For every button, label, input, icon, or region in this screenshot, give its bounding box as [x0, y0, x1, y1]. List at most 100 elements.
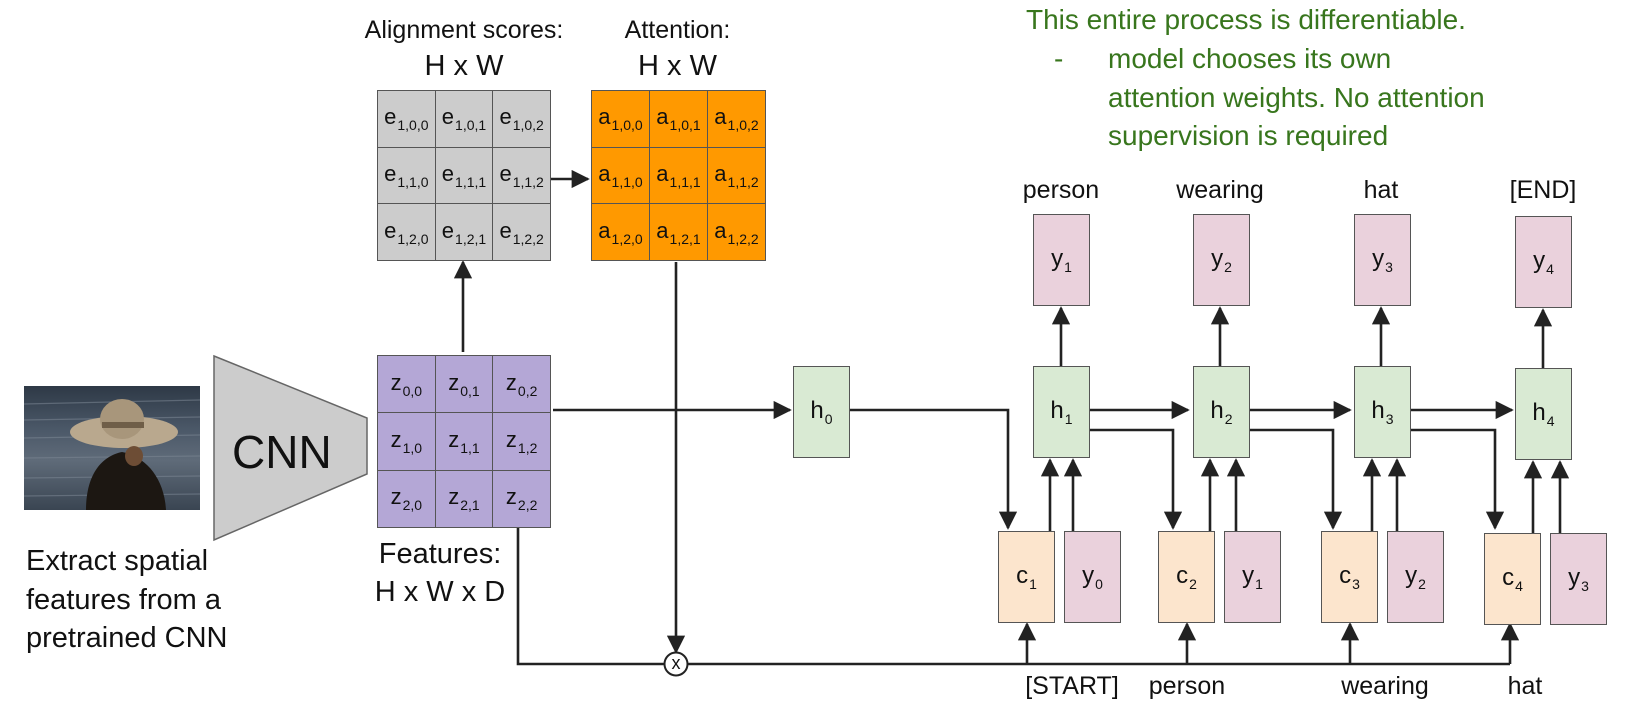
- features-dims: H x W x D: [374, 576, 506, 608]
- h0-label: h0: [810, 397, 833, 427]
- alignment-cell-0-1: e1,0,1: [434, 90, 494, 148]
- output-y-box-4: y4: [1515, 216, 1572, 308]
- attention-cell-1-2-label: a1,1,2: [714, 160, 759, 190]
- features-cell-2-0-label: z2,0: [390, 484, 423, 514]
- context-c-box-4: c4: [1484, 533, 1541, 625]
- features-cell-1-1-label: z1,1: [448, 426, 480, 456]
- attention-cell-2-2: a1,2,2: [707, 203, 766, 261]
- input-word-2: person: [1148, 672, 1226, 700]
- alignment-cell-2-0: e1,2,0: [377, 203, 436, 261]
- features-cell-1-2-label: z1,2: [505, 426, 538, 456]
- features-cell-2-1: z2,1: [434, 469, 494, 528]
- features-cell-0-2: z0,2: [492, 355, 551, 414]
- alignment-cell-1-1: e1,1,1: [434, 146, 494, 205]
- output-y-box-4-label: y4: [1533, 247, 1554, 277]
- alignment-cell-0-0-label: e1,0,0: [384, 104, 429, 134]
- alignment-cell-1-0: e1,1,0: [377, 146, 436, 205]
- note-line-2: attention weights. No attention: [1108, 82, 1485, 113]
- multiply-symbol: x: [671, 653, 681, 673]
- note-bullet: -: [1054, 43, 1064, 74]
- arrow-h3-to-c4: [1410, 428, 1505, 530]
- hidden-h-box-4: h4: [1515, 368, 1572, 460]
- hidden-h-box-4-label: h4: [1532, 399, 1555, 429]
- input-y-box-3-label: y2: [1405, 562, 1426, 592]
- alignment-cell-1-0-label: e1,1,0: [384, 160, 429, 190]
- input-y-box-1: y0: [1064, 531, 1121, 623]
- context-c-box-1-label: c1: [1016, 562, 1037, 592]
- features-grid: z0,0 z0,1 z0,2 z1,0 z1,1 z1,2 z2,0 z2,1 z2,2: [377, 355, 551, 528]
- alignment-cell-0-2: e1,0,2: [492, 90, 551, 148]
- input-y-box-2-label: y1: [1242, 562, 1263, 592]
- attention-cell-1-1-label: a1,1,1: [656, 160, 701, 190]
- context-c-box-4-label: c4: [1502, 564, 1523, 594]
- alignment-cell-2-2-label: e1,2,2: [499, 217, 544, 247]
- cnn-label: CNN: [232, 426, 332, 478]
- output-word-2: wearing: [1176, 176, 1264, 204]
- photo-illustration: [24, 399, 200, 510]
- input-y-box-4: y3: [1550, 533, 1607, 625]
- attention-grid: a1,0,0 a1,0,1 a1,0,2 a1,1,0 a1,1,1 a1,1,2 a1,2…: [591, 90, 766, 261]
- features-cell-1-1: z1,1: [434, 412, 494, 471]
- attention-cell-2-1-label: a1,2,1: [656, 217, 701, 247]
- context-c-box-3: c3: [1321, 531, 1378, 623]
- features-cell-2-2-label: z2,2: [505, 484, 538, 514]
- features-cell-2-2: z2,2: [492, 469, 551, 528]
- attention-cell-2-1: a1,2,1: [649, 203, 708, 261]
- cnn-caption-line-2: features from a: [26, 584, 222, 616]
- note-line-1: model chooses its own: [1108, 43, 1392, 74]
- features-cell-2-1-label: z2,1: [448, 484, 480, 514]
- arrow-h0-to-c1: [849, 408, 1018, 530]
- alignment-title: Alignment scores:: [364, 16, 564, 44]
- attention-cell-0-2: a1,0,2: [707, 90, 766, 148]
- hidden-h-box-1-label: h1: [1050, 397, 1073, 427]
- context-c-box-3-label: c3: [1339, 562, 1360, 592]
- arrow-h1-to-c2: [1089, 428, 1183, 530]
- attention-title: Attention:: [624, 16, 731, 44]
- feature-to-bus-line: [516, 520, 665, 666]
- alignment-cell-2-2: e1,2,2: [492, 203, 551, 261]
- alignment-cell-0-1-label: e1,0,1: [441, 104, 487, 134]
- input-y-box-1-label: y0: [1082, 562, 1103, 592]
- cnn-caption-line-1: Extract spatial: [26, 545, 209, 577]
- input-word-1: [START]: [1025, 672, 1119, 700]
- attention-cell-2-2-label: a1,2,2: [714, 217, 759, 247]
- alignment-cell-2-1-label: e1,2,1: [441, 217, 487, 247]
- input-word-4: hat: [1507, 672, 1543, 700]
- attention-cell-0-0: a1,0,0: [591, 90, 650, 148]
- alignment-cell-2-0-label: e1,2,0: [384, 217, 429, 247]
- cnn-block: [213, 354, 368, 542]
- features-cell-1-0: z1,0: [377, 412, 436, 471]
- features-cell-0-0: z0,0: [377, 355, 436, 414]
- input-word-3: wearing: [1341, 672, 1429, 700]
- alignment-dims: H x W: [424, 50, 504, 82]
- output-y-box-3-label: y3: [1372, 245, 1393, 275]
- multiply-node: [663, 651, 689, 677]
- alignment-cell-1-2-label: e1,1,2: [499, 160, 544, 190]
- output-y-box-1: y1: [1033, 214, 1090, 306]
- output-word-1: person: [1022, 176, 1100, 204]
- features-cell-0-2-label: z0,2: [505, 369, 538, 399]
- features-cell-1-0-label: z1,0: [390, 426, 423, 456]
- h0-box: h0: [793, 366, 850, 458]
- features-cell-0-1: z0,1: [434, 355, 494, 414]
- input-y-box-2: y1: [1224, 531, 1281, 623]
- features-cell-2-0: z2,0: [377, 469, 436, 528]
- features-cell-0-0-label: z0,0: [390, 369, 423, 399]
- note-line-3: supervision is required: [1108, 120, 1389, 151]
- output-y-box-2: y2: [1193, 214, 1250, 306]
- attention-cell-1-0-label: a1,1,0: [598, 160, 643, 190]
- hidden-h-box-1: h1: [1033, 366, 1090, 458]
- attention-cell-2-0: a1,2,0: [591, 203, 650, 261]
- attention-cell-1-2: a1,1,2: [707, 146, 766, 205]
- output-word-3: hat: [1363, 176, 1399, 204]
- input-y-box-4-label: y3: [1568, 564, 1589, 594]
- alignment-cell-0-2-label: e1,0,2: [499, 104, 544, 134]
- input-y-box-3: y2: [1387, 531, 1444, 623]
- attention-cell-0-1-label: a1,0,1: [656, 104, 701, 134]
- attention-cell-0-2-label: a1,0,2: [714, 104, 759, 134]
- cnn-caption-line-3: pretrained CNN: [26, 622, 228, 654]
- attention-cell-0-0-label: a1,0,0: [598, 104, 643, 134]
- alignment-cell-1-1-label: e1,1,1: [441, 160, 487, 190]
